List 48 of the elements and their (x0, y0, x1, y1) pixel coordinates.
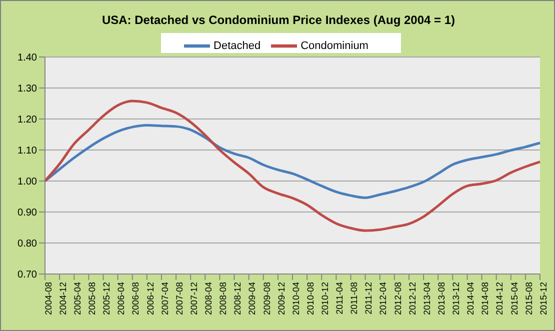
y-tick-label: 1.00 (18, 176, 38, 188)
y-tick-label: 1.30 (18, 84, 38, 95)
x-tick-label: 2007-04 (160, 282, 170, 316)
x-tick-label: 2013-12 (451, 282, 462, 316)
y-tick-label: 0.90 (18, 208, 38, 219)
x-tick-label: 2010-12 (320, 282, 330, 316)
x-tick-label: 2008-08 (218, 282, 228, 316)
x-tick-label: 2009-12 (276, 282, 286, 316)
line-series (44, 100, 542, 232)
x-tick-label: 2008-12 (232, 282, 243, 316)
x-tick-label: 2014-12 (494, 282, 505, 316)
x-tick-label: 2009-08 (262, 282, 272, 316)
legend-label: Detached (214, 40, 261, 52)
y-tick-label: 0.80 (18, 238, 38, 250)
x-tick-label: 2014-08 (480, 282, 490, 316)
x-tick-label: 2007-08 (174, 282, 184, 316)
x-tick-label: 2008-04 (204, 282, 214, 316)
x-tick-label: 2013-04 (422, 282, 432, 316)
x-tick-label: 2009-04 (247, 282, 258, 316)
x-tick-label: 2010-08 (305, 282, 316, 316)
x-tick-label: 2005-04 (72, 282, 83, 316)
x-tick-label: 2005-08 (87, 282, 98, 316)
x-tick-label: 2006-12 (145, 282, 156, 316)
x-tick-label: 2012-04 (378, 282, 388, 316)
x-tick-label: 2013-08 (436, 282, 446, 316)
y-tick-label: 1.20 (18, 114, 38, 126)
legend-label: Condominium (300, 40, 368, 52)
line-series (44, 124, 542, 199)
x-tick-label: 2011-12 (364, 282, 374, 314)
x-tick-label: 2015-08 (524, 282, 534, 316)
x-tick-label: 2012-08 (392, 282, 403, 316)
x-tick-label: 2010-04 (290, 282, 301, 316)
x-tick-label: 2014-04 (466, 282, 476, 316)
x-tick-label: 2006-04 (116, 282, 126, 316)
x-tick-label: 2004-08 (43, 282, 54, 316)
x-tick-label: 2007-12 (188, 282, 199, 316)
y-tick-label: 1.40 (18, 52, 38, 64)
x-tick-label: 2011-08 (349, 282, 360, 314)
x-tick-label: 2015-04 (509, 282, 520, 316)
x-tick-label: 2006-08 (130, 282, 141, 316)
y-tick-label: 1.10 (18, 146, 38, 157)
y-tick-label: 0.70 (18, 270, 38, 281)
chart-title: USA: Detached vs Condominium Price Indexes (Aug 2004 = 1) (100, 13, 456, 27)
x-tick-label: 2005-12 (102, 282, 112, 316)
x-tick-label: 2015-12 (538, 282, 548, 316)
x-tick-label: 2012-12 (407, 282, 418, 316)
x-tick-label: 2011-04 (334, 282, 345, 314)
x-tick-label: 2004-12 (58, 282, 68, 316)
